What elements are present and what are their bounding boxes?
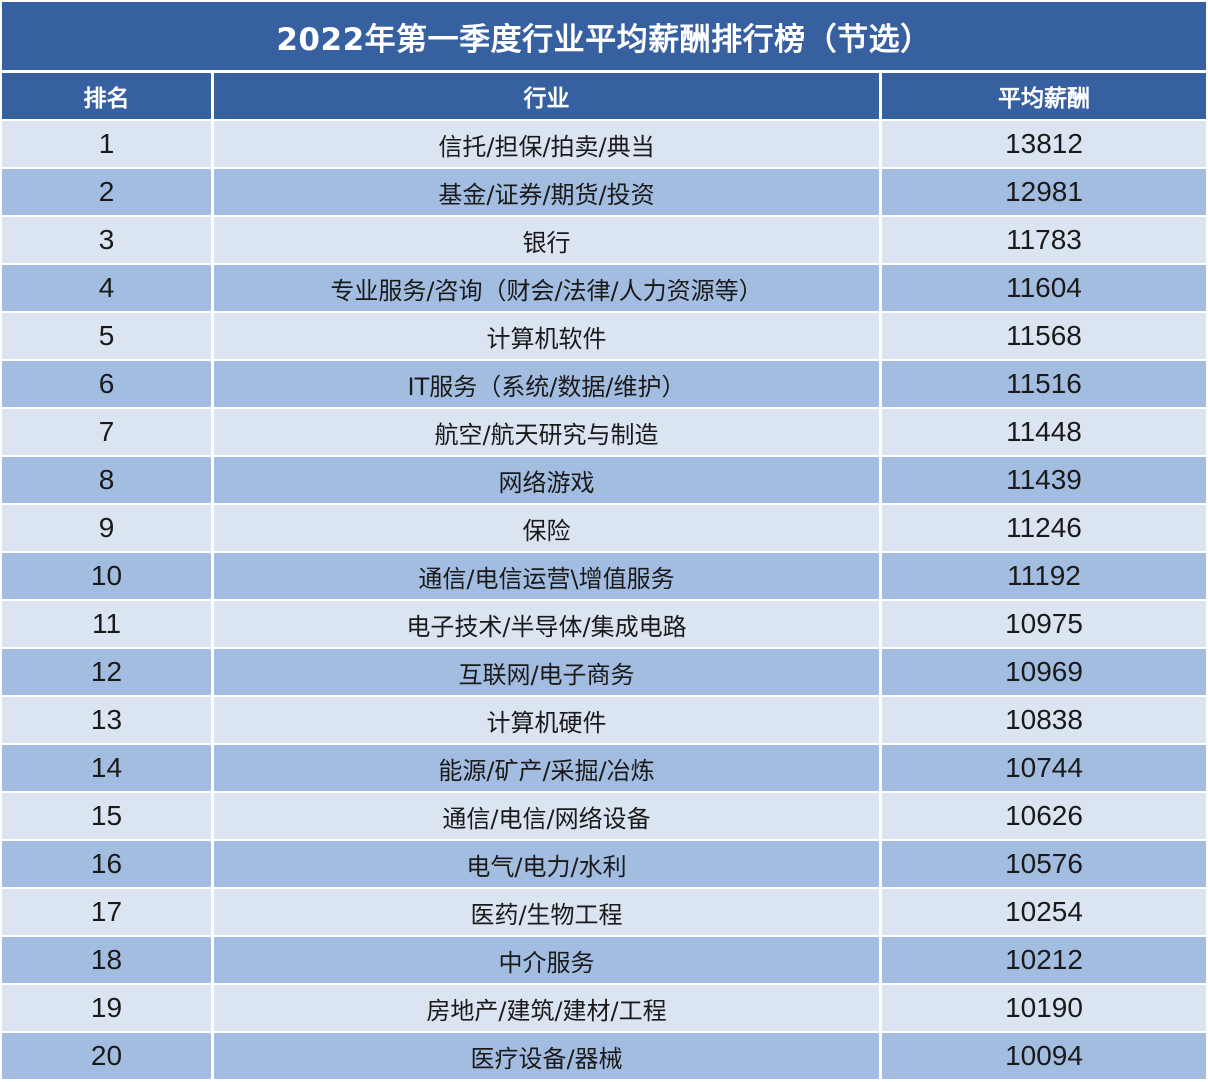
table-row: 8 网络游戏 11439 [2, 457, 1206, 503]
industry-cell: 电子技术/半导体/集成电路 [214, 601, 879, 647]
salary-cell: 11246 [882, 505, 1206, 551]
table-row: 10 通信/电信运营\增值服务 11192 [2, 553, 1206, 599]
salary-cell: 11448 [882, 409, 1206, 455]
salary-cell: 12981 [882, 169, 1206, 215]
rank-cell: 17 [2, 889, 211, 935]
table-row: 20 医疗设备/器械 10094 [2, 1033, 1206, 1079]
rank-cell: 1 [2, 121, 211, 167]
header-industry: 行业 [214, 73, 879, 119]
rank-cell: 16 [2, 841, 211, 887]
table-body: 1 信托/担保/拍卖/典当 13812 2 基金/证券/期货/投资 12 98 1 … [2, 121, 1206, 1081]
table-title: 2022年第一季度行业平均薪酬排行榜（节选） [2, 2, 1206, 70]
table-row: 7 航空/航天研究与制造 11448 [2, 409, 1206, 455]
header-salary: 平均薪酬 [882, 73, 1206, 119]
rank-cell: 8 [2, 457, 211, 503]
rank-cell: 6 [2, 361, 211, 407]
salary-cell: 10094 [882, 1033, 1206, 1079]
industry-cell: 互联网/电子商务 [214, 649, 879, 695]
header-rank: 排名 [2, 73, 211, 119]
table-row: 5 计算机软件 11568 [2, 313, 1206, 359]
rank-cell: 9 [2, 505, 211, 551]
salary-cell: 10975 [882, 601, 1206, 647]
industry-cell: 医疗设备/器械 [214, 1033, 879, 1079]
industry-cell: 通信/电信运营\增值服务 [214, 553, 879, 599]
salary-cell: 10838 [882, 697, 1206, 743]
salary-cell: 13812 [882, 121, 1206, 167]
rank-cell: 12 [2, 649, 211, 695]
table-row: 11 电子技术/半导体/集成电路 10975 [2, 601, 1206, 647]
industry-cell: 能源/矿产/采掘/冶炼 [214, 745, 879, 791]
rank-cell: 13 [2, 697, 211, 743]
salary-cell: 10190 [882, 985, 1206, 1031]
rank-cell: 11 [2, 601, 211, 647]
salary-cell: 10744 [882, 745, 1206, 791]
table-row: 17 医药/生物工程 10254 [2, 889, 1206, 935]
industry-cell: 网络游戏 [214, 457, 879, 503]
industry-cell: 航空/航天研究与制造 [214, 409, 879, 455]
rank-cell: 15 [2, 793, 211, 839]
table-row: 14 能源/矿产/采掘/冶炼 10744 [2, 745, 1206, 791]
salary-cell: 10254 [882, 889, 1206, 935]
table-row: 3 银行 11783 [2, 217, 1206, 263]
salary-cell: 10626 [882, 793, 1206, 839]
table-row: 18 中介服务 10212 [2, 937, 1206, 983]
rank-cell: 7 [2, 409, 211, 455]
table-row: 12 互联网/电子商务 10969 [2, 649, 1206, 695]
salary-cell: 10576 [882, 841, 1206, 887]
rank-cell: 3 [2, 217, 211, 263]
industry-cell: 电气/电力/水利 [214, 841, 879, 887]
salary-cell: 11192 [882, 553, 1206, 599]
rank-cell: 19 [2, 985, 211, 1031]
rank-cell: 2 [2, 169, 211, 215]
industry-cell: 房地产/建筑/建材/工程 [214, 985, 879, 1031]
rank-cell: 14 [2, 745, 211, 791]
table-row: 1 信托/担保/拍卖/典当 13812 [2, 121, 1206, 167]
rank-cell: 20 [2, 1033, 211, 1079]
rank-cell: 18 [2, 937, 211, 983]
table-row: 16 电气/电力/水利 10576 [2, 841, 1206, 887]
industry-cell: 基金/证券/期货/投资 [214, 169, 879, 215]
table-row: 4 专业服务/咨询（财会/法律/人力资源等） 11604 [2, 265, 1206, 311]
industry-cell: 信托/担保/拍卖/典当 [214, 121, 879, 167]
table-row: 13 计算机硬件 10838 [2, 697, 1206, 743]
table-row: 19 房地产/建筑/建材/工程 10190 [2, 985, 1206, 1031]
salary-cell: 10212 [882, 937, 1206, 983]
table-row: 2 基金/证券/期货/投资 12981 [2, 169, 1206, 215]
industry-cell: 保险 [214, 505, 879, 551]
industry-cell: 通信/电信/网络设备 [214, 793, 879, 839]
salary-cell: 11439 [882, 457, 1206, 503]
salary-cell: 11516 [882, 361, 1206, 407]
rank-cell: 4 [2, 265, 211, 311]
salary-cell: 11604 [882, 265, 1206, 311]
table-row: 6 IT服务（系统/数据/维护） 11516 [2, 361, 1206, 407]
industry-cell: IT服务（系统/数据/维护） [214, 361, 879, 407]
salary-cell: 11568 [882, 313, 1206, 359]
salary-cell: 11783 [882, 217, 1206, 263]
table-row: 9 保险 11246 [2, 505, 1206, 551]
industry-cell: 医药/生物工程 [214, 889, 879, 935]
table-header-row: 排名 行业 平均薪酬 [2, 73, 1206, 119]
salary-cell: 10969 [882, 649, 1206, 695]
rank-cell: 5 [2, 313, 211, 359]
table-row: 15 通信/电信/网络设备 10626 [2, 793, 1206, 839]
industry-cell: 计算机软件 [214, 313, 879, 359]
industry-cell: 专业服务/咨询（财会/法律/人力资源等） [214, 265, 879, 311]
industry-cell: 银行 [214, 217, 879, 263]
rank-cell: 10 [2, 553, 211, 599]
industry-cell: 计算机硬件 [214, 697, 879, 743]
industry-cell: 中介服务 [214, 937, 879, 983]
